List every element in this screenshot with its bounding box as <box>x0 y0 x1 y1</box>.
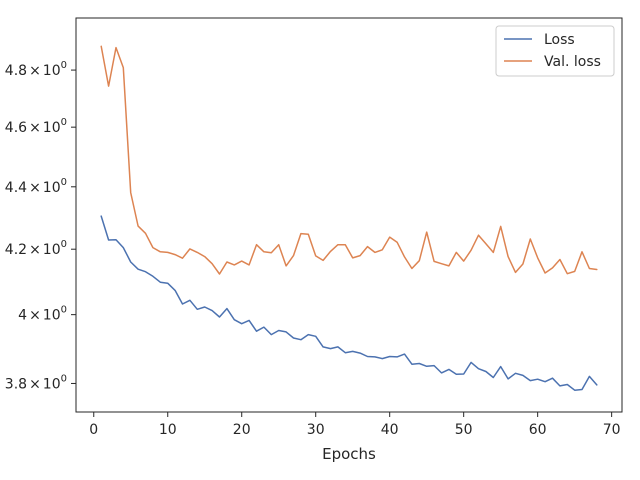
y-tick-label: 4.2 × 100 <box>5 239 67 258</box>
x-tick-label: 50 <box>455 422 473 438</box>
legend: Loss Val. loss <box>495 25 615 77</box>
x-tick-label: 70 <box>603 422 621 438</box>
x-tick-label: 40 <box>381 422 399 438</box>
y-tick-label: 3.8 × 100 <box>5 373 67 392</box>
series-line-1 <box>100 45 598 275</box>
y-tick-label: 4.4 × 100 <box>5 177 67 196</box>
axes-frame <box>75 17 623 413</box>
series-layer <box>100 45 598 391</box>
y-tick-label: 4 × 100 <box>18 305 67 324</box>
x-axis-title: Epochs <box>322 445 376 463</box>
x-tick-label: 60 <box>529 422 547 438</box>
y-tick-label: 4.6 × 100 <box>5 117 67 136</box>
axes-layer: 0 10 20 30 40 50 60 70 3.8 × 100 4 × 100 4.2 × 100 4.4 × 10… <box>5 17 623 438</box>
legend-label-0: Loss <box>544 32 575 48</box>
series-line-0 <box>100 215 598 391</box>
x-tick-label: 30 <box>307 422 325 438</box>
x-tick-label: 0 <box>89 422 98 438</box>
x-tick-label: 10 <box>159 422 177 438</box>
y-tick-label: 4.8 × 100 <box>5 60 67 79</box>
x-tick-label: 20 <box>233 422 251 438</box>
legend-label-1: Val. loss <box>544 54 601 70</box>
